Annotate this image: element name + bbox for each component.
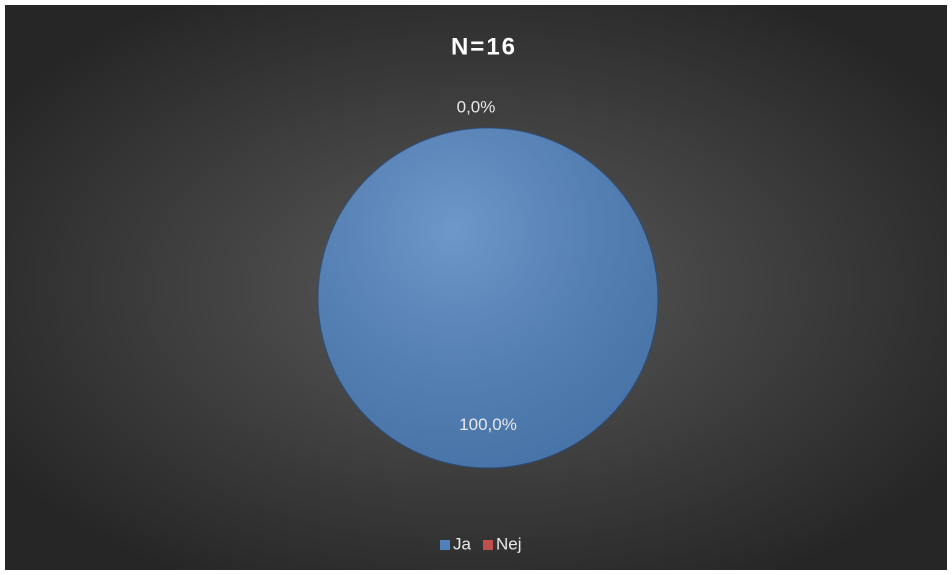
legend-label: Ja xyxy=(453,534,472,553)
data-label: 100,0% xyxy=(459,415,517,434)
legend-label: Nej xyxy=(496,534,522,553)
legend: Ja Nej xyxy=(440,534,521,553)
data-label: 0,0% xyxy=(457,97,496,116)
legend-swatch xyxy=(482,540,493,550)
legend-swatch xyxy=(440,540,450,550)
data-labels: 100,0% 0,0% xyxy=(457,97,517,434)
chart-title: N=16 xyxy=(451,33,517,60)
